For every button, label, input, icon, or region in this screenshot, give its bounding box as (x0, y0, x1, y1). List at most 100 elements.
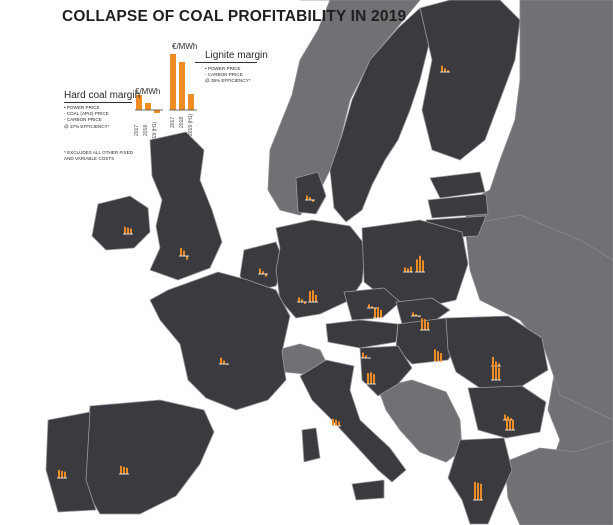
bars-denmark (305, 195, 315, 202)
france-land (149, 271, 291, 411)
czechia-land (343, 287, 401, 321)
hard-coal-unit-label: €/MWh (135, 87, 161, 96)
bulgaria-hard-coal-bar-1 (504, 414, 506, 420)
denmark-land (295, 171, 327, 215)
legend-hard-coal-bar-2 (145, 103, 151, 110)
czechia-lignite-bar-2 (377, 307, 379, 318)
hard-coal-margin-heading: Hard coal margin (64, 90, 141, 101)
netherlands-hard-coal-bar-1 (259, 268, 261, 274)
sweden-land (329, 7, 431, 223)
lignite-legend-items: • POWER PRICE - CARBON PRICE @ 35% EFFIC… (205, 66, 251, 85)
bulgaria-hard-coal-bar-2 (507, 416, 509, 420)
uk-hard-coal-bar-3 (186, 256, 188, 260)
bars-czechia (367, 304, 383, 319)
uk-land (149, 131, 223, 281)
bars-france (219, 357, 229, 365)
czechia-hard-coal-bar-2 (371, 306, 373, 308)
greece-land (447, 437, 513, 525)
czechia-lignite-bar-1 (374, 309, 376, 318)
bars-portugal (57, 469, 67, 479)
ireland-land (91, 195, 151, 251)
bars-romania (491, 357, 501, 381)
latvia-land (427, 193, 489, 219)
czechia-hard-coal-bar-1 (368, 304, 370, 308)
italy-hard-coal-bar-2 (335, 419, 337, 426)
sicily-land (351, 479, 385, 501)
hard-coal-legend-items: • POWER PRICE - COAL (API2) PRICE - CARB… (64, 105, 110, 130)
netherlands-hard-coal-bar-2 (262, 271, 264, 274)
italy-land (299, 359, 407, 483)
uk-hard-coal-bar-2 (183, 250, 185, 256)
slovakia-hard-coal-bar-3 (418, 316, 420, 317)
slovenia-lignite-bar-3 (373, 374, 375, 384)
bars-slovenia (366, 372, 376, 385)
legend-bar-charts (135, 54, 197, 113)
hard-coal-year-2019: 2019 (H1) (152, 121, 158, 144)
slovakia-hard-coal-bar-2 (415, 314, 417, 316)
ireland-hard-coal-bar-2 (127, 227, 129, 234)
legend-hard-coal-bar-3 (154, 110, 160, 113)
hungary-lignite-bar-1 (434, 349, 436, 362)
turkey-land (504, 439, 613, 525)
lignite-item-carbon: - CARBON PRICE (205, 72, 243, 78)
hard-coal-heading-rule (64, 102, 132, 103)
hungary-lignite-bar-3 (440, 353, 442, 362)
finland-hard-coal-bar-2 (444, 68, 446, 72)
bars-italy (331, 418, 341, 427)
footnote: * EXCLUDES ALL OTHER FIXED AND VARIABLE … (64, 150, 133, 162)
hard-coal-item-power: • POWER PRICE (64, 105, 100, 110)
slovenia-lignite-bar-1 (367, 373, 369, 384)
austria-land (325, 319, 399, 349)
spain-hard-coal-bar-1 (120, 465, 122, 474)
denmark-hard-coal-bar-2 (309, 197, 311, 200)
ireland-hard-coal-bar-1 (124, 226, 126, 234)
romania-lignite-bar-2 (495, 364, 497, 380)
portugal-hard-coal-bar-2 (61, 470, 63, 478)
hard-coal-year-2017: 2017 (134, 124, 140, 136)
poland-lignite-bar-3 (422, 260, 424, 272)
austria-hard-coal-bar-1 (362, 352, 364, 358)
denmark-hard-coal-bar-1 (306, 195, 308, 200)
italy-hard-coal-bar-3 (338, 421, 340, 426)
belarus-ukraine-land (464, 214, 613, 421)
germany-hard-coal-bar-2 (301, 299, 303, 302)
hard-coal-item-efficiency: @ 37% EFFICIENCY* (64, 123, 110, 129)
finland-hard-coal-bar-3 (447, 70, 449, 72)
uk-hard-coal-bar-1 (180, 247, 182, 256)
bars-bulgaria (503, 414, 515, 431)
denmark-hard-coal-bar-3 (312, 200, 314, 202)
romania-hard-coal-bar-3 (498, 363, 500, 366)
italy-hard-coal-bar-1 (332, 418, 334, 426)
bars-finland (440, 65, 450, 73)
germany-land (275, 219, 367, 319)
slovakia-land (395, 297, 451, 325)
legend-lignite-bar-3 (188, 94, 194, 110)
bars-slovakia (411, 312, 430, 331)
bars-germany (297, 290, 318, 304)
lignite-unit-label: €/MWh (172, 42, 198, 51)
bars-hungary (433, 349, 443, 363)
netherlands-belgium-land (239, 241, 285, 293)
poland-lignite-bar-2 (419, 255, 421, 272)
germany-lignite-bar-3 (315, 294, 317, 302)
legend-hard-coal-bar-1 (136, 95, 142, 110)
romania-lignite-bar-1 (492, 363, 494, 380)
hard-coal-year-2018: 2018 (143, 124, 149, 136)
lignite-item-efficiency: @ 35% EFFICIENCY* (205, 78, 251, 84)
germany-lignite-bar-2 (312, 290, 314, 302)
hungary-lignite-bar-2 (437, 351, 439, 362)
footnote-line-2: AND VARIABLE COSTS (64, 156, 115, 162)
sardinia-land (301, 427, 321, 463)
lignite-heading-rule (195, 62, 257, 63)
hard-coal-item-coal: - COAL (API2) PRICE (64, 111, 109, 117)
bulgaria-lignite-bar-3 (512, 420, 514, 430)
romania-lignite-bar-3 (498, 367, 500, 380)
hard-coal-item-carbon: - CARBON PRICE (64, 117, 102, 123)
bulgaria-lignite-bar-2 (509, 419, 511, 430)
spain-hard-coal-bar-3 (126, 467, 128, 474)
germany-lignite-bar-1 (309, 291, 311, 302)
map-title: COLLAPSE OF COAL PROFITABILITY IN 2019 (62, 8, 407, 25)
slovakia-hard-coal-bar-1 (412, 312, 414, 316)
lignite-margin-heading: Lignite margin (205, 50, 268, 61)
